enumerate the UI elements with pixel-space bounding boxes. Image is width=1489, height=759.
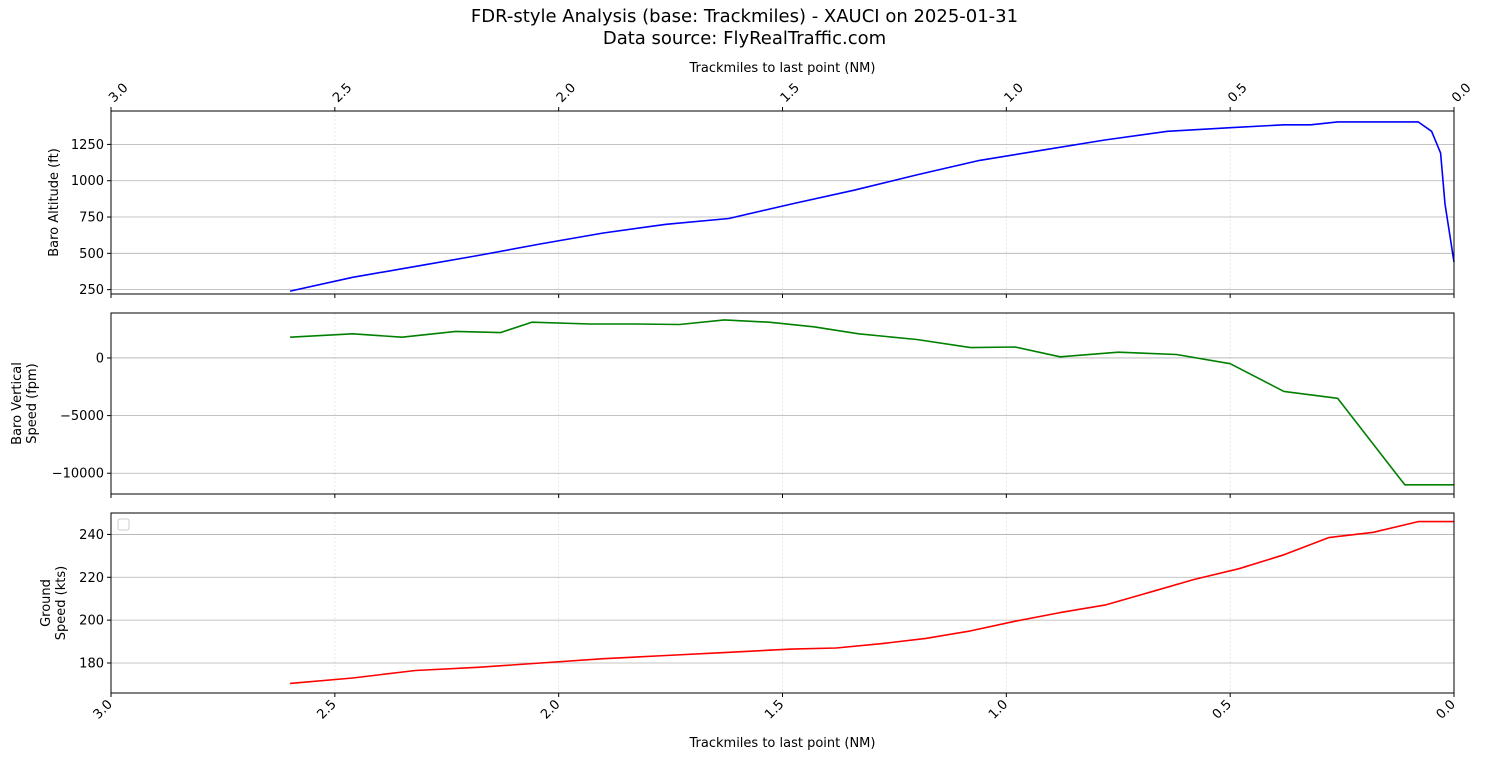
series-line — [290, 520, 1454, 685]
y-axis-label-line: Speed (kts) — [54, 566, 69, 640]
x-axis-label-top: Trackmiles to last point (NM) — [689, 61, 876, 76]
x-tick-label-bottom: 2.0 — [538, 697, 563, 722]
y-tick-label: −10000 — [52, 467, 104, 482]
series-line — [290, 319, 1454, 486]
y-tick-label: 1000 — [71, 174, 104, 189]
y-tick-label: 180 — [79, 657, 104, 672]
y-tick-label: 200 — [79, 614, 104, 629]
x-tick-label-top: 3.0 — [106, 81, 131, 106]
y-tick-label: 500 — [79, 247, 104, 262]
y-tick-label: 1250 — [71, 138, 104, 153]
y-tick-label: 750 — [79, 211, 104, 226]
legend-box — [117, 518, 130, 531]
x-tick-label-top: 0.0 — [1449, 81, 1474, 106]
x-tick-label-bottom: 1.0 — [986, 697, 1011, 722]
y-tick-label: −5000 — [60, 409, 104, 424]
x-tick-label-bottom: 2.5 — [314, 697, 339, 722]
panel-3: 180 200 220 240 GroundSpeed (kts) — [39, 512, 1455, 697]
x-tick-label-top: 1.5 — [778, 81, 803, 106]
x-tick-label-top: 2.0 — [554, 81, 579, 106]
y-axis-label: GroundSpeed (kts) — [39, 566, 69, 640]
y-tick-label: 250 — [79, 283, 104, 298]
y-tick-label: 0 — [96, 351, 104, 366]
y-axis-label-line: Baro Vertical — [10, 362, 25, 445]
y-tick-label: 240 — [79, 528, 104, 543]
x-tick-label-top: 0.5 — [1225, 81, 1250, 106]
x-tick-label-bottom: 0.0 — [1434, 697, 1459, 722]
panel-2: −10000 −5000 0 Baro VerticalSpeed (fpm) — [10, 312, 1455, 498]
y-axis-label-line: Speed (fpm) — [25, 363, 40, 444]
y-axis-label: Baro Altitude (ft) — [47, 148, 62, 257]
x-axis-label-bottom: Trackmiles to last point (NM) — [689, 736, 876, 751]
plot-frame — [110, 110, 1455, 295]
figure-title-line2: Data source: FlyRealTraffic.com — [602, 28, 887, 49]
series-line — [289, 121, 1455, 292]
figure-title-line1: FDR-style Analysis (base: Trackmiles) - … — [470, 6, 1019, 27]
y-axis-label: Baro VerticalSpeed (fpm) — [10, 362, 40, 445]
x-tick-label-bottom: 1.5 — [762, 697, 787, 722]
figure-title: FDR-style Analysis (base: Trackmiles) - … — [0, 6, 1489, 50]
panel-1: 250 500 750 1000 1250 Baro Altitude (ft) — [47, 110, 1455, 298]
y-tick-label: 220 — [79, 571, 104, 586]
x-tick-label-bottom: 3.0 — [91, 697, 116, 722]
x-tick-label-top: 1.0 — [1002, 81, 1027, 106]
y-axis-label-line: Ground — [39, 579, 54, 627]
x-tick-label-top: 2.5 — [330, 81, 355, 106]
x-tick-label-bottom: 0.5 — [1210, 697, 1235, 722]
